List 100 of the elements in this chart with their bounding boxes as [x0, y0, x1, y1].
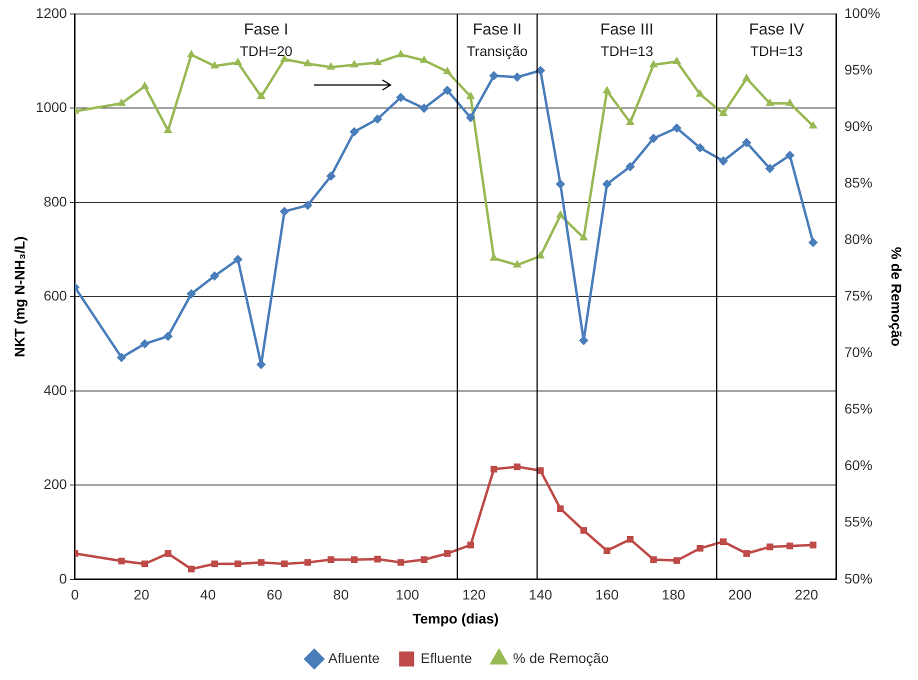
point: [234, 58, 242, 66]
point: [513, 260, 522, 268]
point: [326, 172, 336, 181]
point: [280, 206, 289, 216]
point: [164, 550, 172, 557]
y2-axis-title: % de Remoção: [888, 246, 905, 346]
legend-label: Afluente: [328, 650, 380, 666]
x-tick-label: 160: [595, 586, 619, 603]
point: [210, 271, 220, 280]
x-tick-label: 220: [794, 586, 818, 603]
y-axis-title: NKT (mg N-NH₃/L): [11, 236, 28, 358]
y2-tick-label: 55%: [844, 514, 872, 530]
point: [186, 289, 196, 298]
point: [233, 254, 242, 264]
y2-tick-label: 80%: [844, 231, 872, 248]
point: [187, 50, 196, 58]
point: [490, 254, 498, 261]
point: [396, 92, 406, 102]
y2-tick-label: 60%: [844, 457, 872, 474]
point: [211, 560, 218, 568]
point: [304, 59, 312, 66]
point: [374, 58, 382, 66]
point: [489, 71, 498, 80]
point: [442, 86, 452, 95]
point: [444, 550, 451, 557]
point: [742, 138, 752, 148]
point: [466, 113, 476, 122]
x-tick-label: 20: [134, 586, 150, 603]
point: [785, 150, 794, 160]
y2-tick-label: 65%: [844, 400, 872, 417]
x-tick-label: 180: [662, 586, 686, 603]
point: [556, 180, 565, 189]
point: [281, 560, 288, 568]
annotation: Fase II Transição: [466, 21, 528, 59]
y-tick-label: 1000: [36, 99, 68, 116]
point: [514, 463, 521, 470]
point: [116, 352, 126, 362]
legend-label: Efluente: [420, 650, 472, 666]
point: [118, 98, 126, 106]
point: [766, 98, 774, 106]
point: [580, 527, 588, 534]
annotation: Fase I TDH=20: [240, 21, 293, 59]
point: [164, 126, 172, 133]
point: [397, 559, 404, 566]
point: [626, 118, 634, 126]
y-tick-label: 800: [44, 193, 68, 210]
legend-label: % de Remoção: [513, 650, 609, 666]
x-tick-label: 80: [333, 586, 349, 603]
point: [443, 67, 452, 74]
point: [350, 60, 358, 68]
point: [258, 559, 264, 566]
point: [579, 336, 588, 346]
point: [809, 121, 818, 128]
y2-tick-label: 85%: [844, 174, 872, 190]
point: [556, 210, 564, 218]
point: [672, 56, 681, 64]
x-tick-label: 100: [396, 586, 420, 603]
point: [810, 542, 816, 548]
point: [140, 82, 149, 89]
point: [141, 560, 148, 568]
x-axis-title: Tempo (dias): [412, 610, 499, 626]
point: [786, 98, 794, 106]
point: [808, 238, 818, 248]
y-tick-label: 200: [44, 476, 68, 492]
y-tick-label: 400: [44, 382, 68, 398]
point: [580, 233, 588, 240]
point: [602, 180, 612, 189]
point: [304, 559, 312, 566]
y-tick-label: 600: [44, 288, 68, 304]
point: [490, 466, 498, 472]
point: [719, 109, 728, 116]
point: [164, 332, 173, 341]
point: [604, 547, 610, 554]
point: [786, 542, 794, 550]
point: [257, 92, 266, 100]
point: [672, 124, 682, 133]
point: [743, 550, 750, 557]
point: [374, 556, 381, 562]
x-tick-label: 140: [528, 586, 552, 603]
point: [327, 62, 335, 70]
point: [256, 360, 266, 370]
point: [537, 467, 544, 474]
point: [602, 86, 611, 94]
point: [328, 556, 334, 563]
point: [303, 200, 312, 210]
point: [350, 556, 358, 563]
point: [140, 339, 150, 348]
point: [466, 92, 475, 100]
y2-tick-label: 95%: [844, 61, 872, 78]
x-tick-label: 120: [462, 586, 486, 603]
point: [626, 162, 635, 172]
x-tick-label: 200: [728, 586, 752, 603]
y2-tick-label: 50%: [844, 570, 872, 586]
point: [673, 557, 680, 564]
point: [649, 134, 658, 143]
x-tick-label: 40: [200, 586, 216, 603]
y2-tick-label: 100%: [844, 4, 880, 21]
point: [650, 60, 658, 68]
point: [210, 62, 219, 69]
x-tick-label: 60: [266, 586, 282, 603]
